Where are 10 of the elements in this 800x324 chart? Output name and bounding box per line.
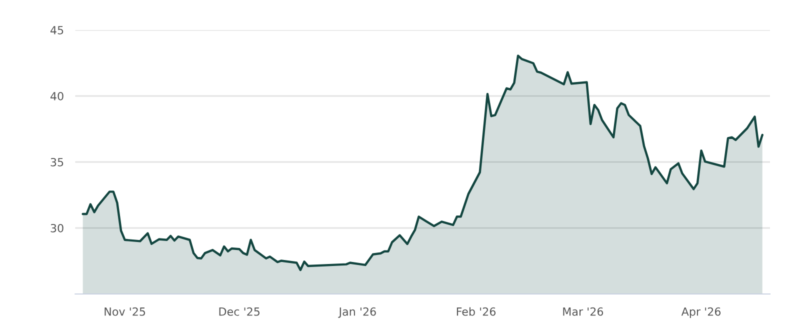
x-tick-label: Dec '25 [219,307,260,316]
y-tick-label: 30 [50,224,64,232]
y-tick-label: 35 [50,158,64,166]
y-tick-label: 45 [50,26,64,34]
y-tick-label: 40 [50,92,64,100]
x-tick-label: Mar '26 [563,307,604,316]
x-tick-label: Nov '25 [104,307,146,316]
x-tick-label: Feb '26 [456,307,496,316]
x-tick-label: Jan '26 [338,307,376,318]
x-tick-label: Apr '26 [681,307,721,318]
